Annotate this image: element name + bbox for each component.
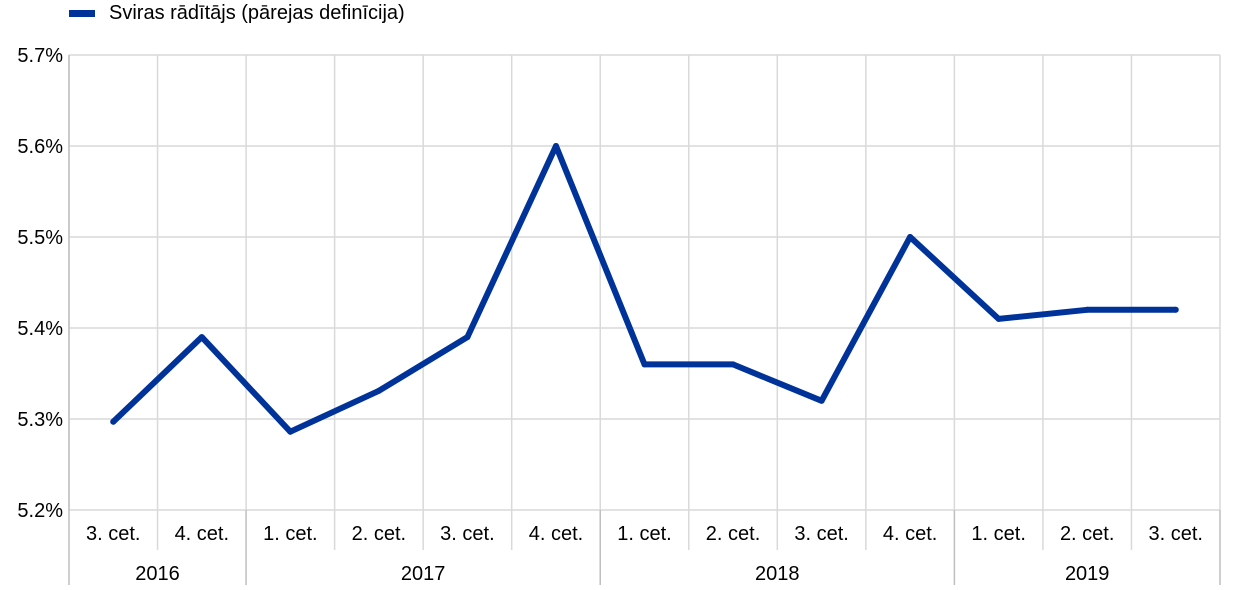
x-tick-label: 3. cet.	[440, 523, 494, 545]
data-point	[375, 387, 382, 394]
data-point	[110, 418, 117, 425]
y-tick-label: 5.3%	[17, 409, 63, 431]
y-tick-label: 5.2%	[17, 500, 63, 522]
x-tick-label: 3. cet.	[86, 523, 140, 545]
data-point	[907, 234, 914, 240]
legend-label: Sviras rādītājs (pārejas definīcija)	[109, 1, 405, 24]
group-label: 2017	[401, 563, 446, 585]
x-tick-label: 2. cet.	[1060, 523, 1114, 545]
x-tick-label: 1. cet.	[263, 523, 317, 545]
x-tick-label: 3. cet.	[1148, 523, 1202, 545]
y-tick-label: 5.7%	[17, 45, 63, 67]
data-point	[1084, 306, 1091, 313]
x-tick-label: 4. cet.	[883, 523, 937, 545]
y-tick-label: 5.5%	[17, 227, 63, 249]
x-tick-label: 1. cet.	[617, 523, 671, 545]
data-point	[995, 315, 1002, 322]
legend-swatch	[69, 9, 95, 17]
group-label: 2019	[1065, 563, 1110, 585]
data-point	[464, 334, 471, 341]
legend: Sviras rādītājs (pārejas definīcija)	[69, 2, 405, 24]
data-point	[287, 428, 294, 435]
series-line	[110, 143, 1179, 435]
x-tick-label: 4. cet.	[175, 523, 229, 545]
data-point	[818, 397, 825, 404]
data-point	[641, 361, 648, 368]
y-tick-label: 5.4%	[17, 318, 63, 340]
group-label: 2016	[135, 563, 180, 585]
data-point	[198, 334, 205, 341]
x-tick-label: 4. cet.	[529, 523, 583, 545]
x-tick-label: 2. cet.	[706, 523, 760, 545]
group-label: 2018	[755, 563, 800, 585]
y-tick-label: 5.6%	[17, 136, 63, 158]
data-point	[552, 143, 559, 149]
x-tick-label: 3. cet.	[794, 523, 848, 545]
data-point	[1172, 306, 1179, 313]
x-tick-label: 2. cet.	[352, 523, 406, 545]
data-point	[730, 361, 737, 368]
x-tick-label: 1. cet.	[971, 523, 1025, 545]
